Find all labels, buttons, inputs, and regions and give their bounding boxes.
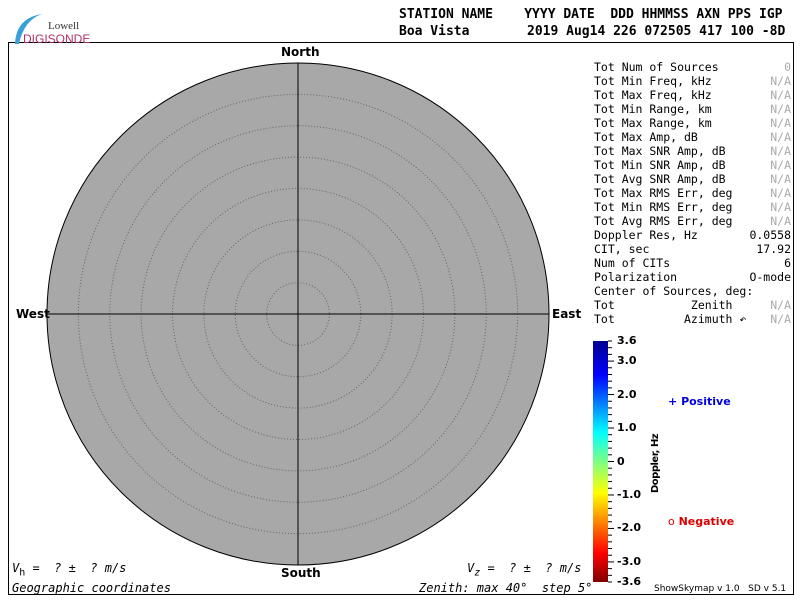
skymap-plot xyxy=(46,62,550,566)
circle-icon: o xyxy=(668,515,675,528)
stat-label: Tot Azimuth ↶ xyxy=(594,312,747,326)
north-label: North xyxy=(281,45,320,59)
legend-negative-label: Negative xyxy=(678,515,735,528)
stat-label: Center of Sources, deg: xyxy=(594,284,754,298)
legend-positive: + Positive xyxy=(668,395,731,408)
colorbar-tick-label: 2.0 xyxy=(617,387,637,401)
stat-value: N/A xyxy=(770,102,791,116)
stat-value: N/A xyxy=(770,130,791,144)
logo-text-digisonde: DIGISONDE xyxy=(23,32,91,46)
east-label: East xyxy=(552,307,582,321)
stat-value: O-mode xyxy=(749,270,791,284)
stat-row: Tot Avg RMS Err, deg N/A xyxy=(594,214,791,228)
stat-value: N/A xyxy=(770,172,791,186)
stat-row: Tot Min Freq, kHz N/A xyxy=(594,74,791,88)
logo-swoosh-icon xyxy=(15,14,42,44)
stat-label: Tot Num of Sources xyxy=(594,60,719,74)
stat-label: Num of CITs xyxy=(594,256,671,270)
colorbar-title: Doppler, Hz xyxy=(650,433,661,493)
stat-value: N/A xyxy=(770,214,791,228)
version-label: ShowSkymap v 1.0 SD v 5.1 xyxy=(654,584,787,594)
zenith-scale: Zenith: max 40° step 5° xyxy=(419,581,593,595)
stat-label: CIT, sec xyxy=(594,242,650,256)
colorbar xyxy=(593,341,608,582)
stat-row: Tot Min SNR Amp, dB N/A xyxy=(594,158,791,172)
stat-label: Tot Max Range, km xyxy=(594,116,712,130)
stat-value: 0 xyxy=(784,60,791,74)
header-columns: STATION NAME YYYY DATE DDD HHMMSS AXN PP… xyxy=(399,7,783,22)
colorbar-tick-label: -2.0 xyxy=(617,521,642,535)
stat-value: 6 xyxy=(784,256,791,270)
colorbar-tick-label: 0 xyxy=(617,454,625,468)
stat-row: Tot Max SNR Amp, dB N/A xyxy=(594,144,791,158)
stat-row: Tot Azimuth ↶ N/A xyxy=(594,312,791,326)
stat-label: Doppler Res, Hz xyxy=(594,228,698,242)
stat-value: N/A xyxy=(770,74,791,88)
stat-label: Tot Max Amp, dB xyxy=(594,130,698,144)
stat-value: N/A xyxy=(770,88,791,102)
stat-label: Tot Min SNR Amp, dB xyxy=(594,158,726,172)
header-values: 2019 Aug14 226 072505 417 100 -8D xyxy=(527,24,786,39)
stat-label: Tot Zenith xyxy=(594,298,733,312)
stat-row: Tot Max RMS Err, deg N/A xyxy=(594,186,791,200)
stat-label: Tot Max SNR Amp, dB xyxy=(594,144,726,158)
stat-row: Tot Zenith N/A xyxy=(594,298,791,312)
stat-row: Tot Min RMS Err, deg N/A xyxy=(594,200,791,214)
stat-value: N/A xyxy=(770,186,791,200)
digisonde-logo: Lowell DIGISONDE xyxy=(10,10,90,46)
stat-label: Tot Min Range, km xyxy=(594,102,712,116)
stat-value: 0.0558 xyxy=(749,228,791,242)
colorbar-tick-label: 3.0 xyxy=(617,354,637,368)
stat-row: Tot Max Freq, kHz N/A xyxy=(594,88,791,102)
stat-value: N/A xyxy=(770,200,791,214)
west-label: West xyxy=(16,307,50,321)
horizontal-velocity: Vh = ? ± ? m/s xyxy=(12,561,127,579)
colorbar-tick-label: 3.6 xyxy=(617,334,637,347)
stat-value: N/A xyxy=(770,158,791,172)
stat-label: Polarization xyxy=(594,270,678,284)
stat-value: N/A xyxy=(770,144,791,158)
stat-label: Tot Avg RMS Err, deg xyxy=(594,214,733,228)
stat-row: Tot Avg SNR Amp, dB N/A xyxy=(594,172,791,186)
colorbar-tick-label: -3.0 xyxy=(617,554,642,568)
legend-negative: o Negative xyxy=(668,515,734,528)
stat-row: Tot Max Amp, dB N/A xyxy=(594,130,791,144)
logo-text-lowell: Lowell xyxy=(48,20,80,32)
stat-row: Doppler Res, Hz 0.0558 xyxy=(594,228,791,242)
stat-row: Polarization O-mode xyxy=(594,270,791,284)
colorbar-tick-label: 1.0 xyxy=(617,421,637,435)
legend-positive-label: Positive xyxy=(681,395,731,408)
colorbar-tick-label: -1.0 xyxy=(617,487,642,501)
stat-label: Tot Max RMS Err, deg xyxy=(594,186,733,200)
plus-icon: + xyxy=(668,395,678,408)
colorbar-axis xyxy=(608,340,614,583)
colorbar-tick-label: -3.6 xyxy=(617,575,642,588)
plot-frame xyxy=(8,42,794,595)
stat-row: Tot Max Range, km N/A xyxy=(594,116,791,130)
stat-label: Tot Max Freq, kHz xyxy=(594,88,712,102)
stat-row: Num of CITs 6 xyxy=(594,256,791,270)
south-label: South xyxy=(281,566,321,580)
stat-row: CIT, sec 17.92 xyxy=(594,242,791,256)
coordinate-system: Geographic coordinates xyxy=(12,581,171,595)
stat-label: Tot Avg SNR Amp, dB xyxy=(594,172,726,186)
stat-value: 17.92 xyxy=(756,242,791,256)
stat-label: Tot Min RMS Err, deg xyxy=(594,200,733,214)
stat-value: N/A xyxy=(770,298,791,312)
stat-value: N/A xyxy=(770,312,791,326)
stat-value: N/A xyxy=(770,116,791,130)
stat-label: Tot Min Freq, kHz xyxy=(594,74,712,88)
stat-row: Tot Num of Sources 0 xyxy=(594,60,791,74)
stat-row: Center of Sources, deg: xyxy=(594,284,791,298)
station-name: Boa Vista xyxy=(399,24,470,39)
vertical-velocity: Vz = ? ± ? m/s xyxy=(467,561,582,579)
stat-row: Tot Min Range, km N/A xyxy=(594,102,791,116)
